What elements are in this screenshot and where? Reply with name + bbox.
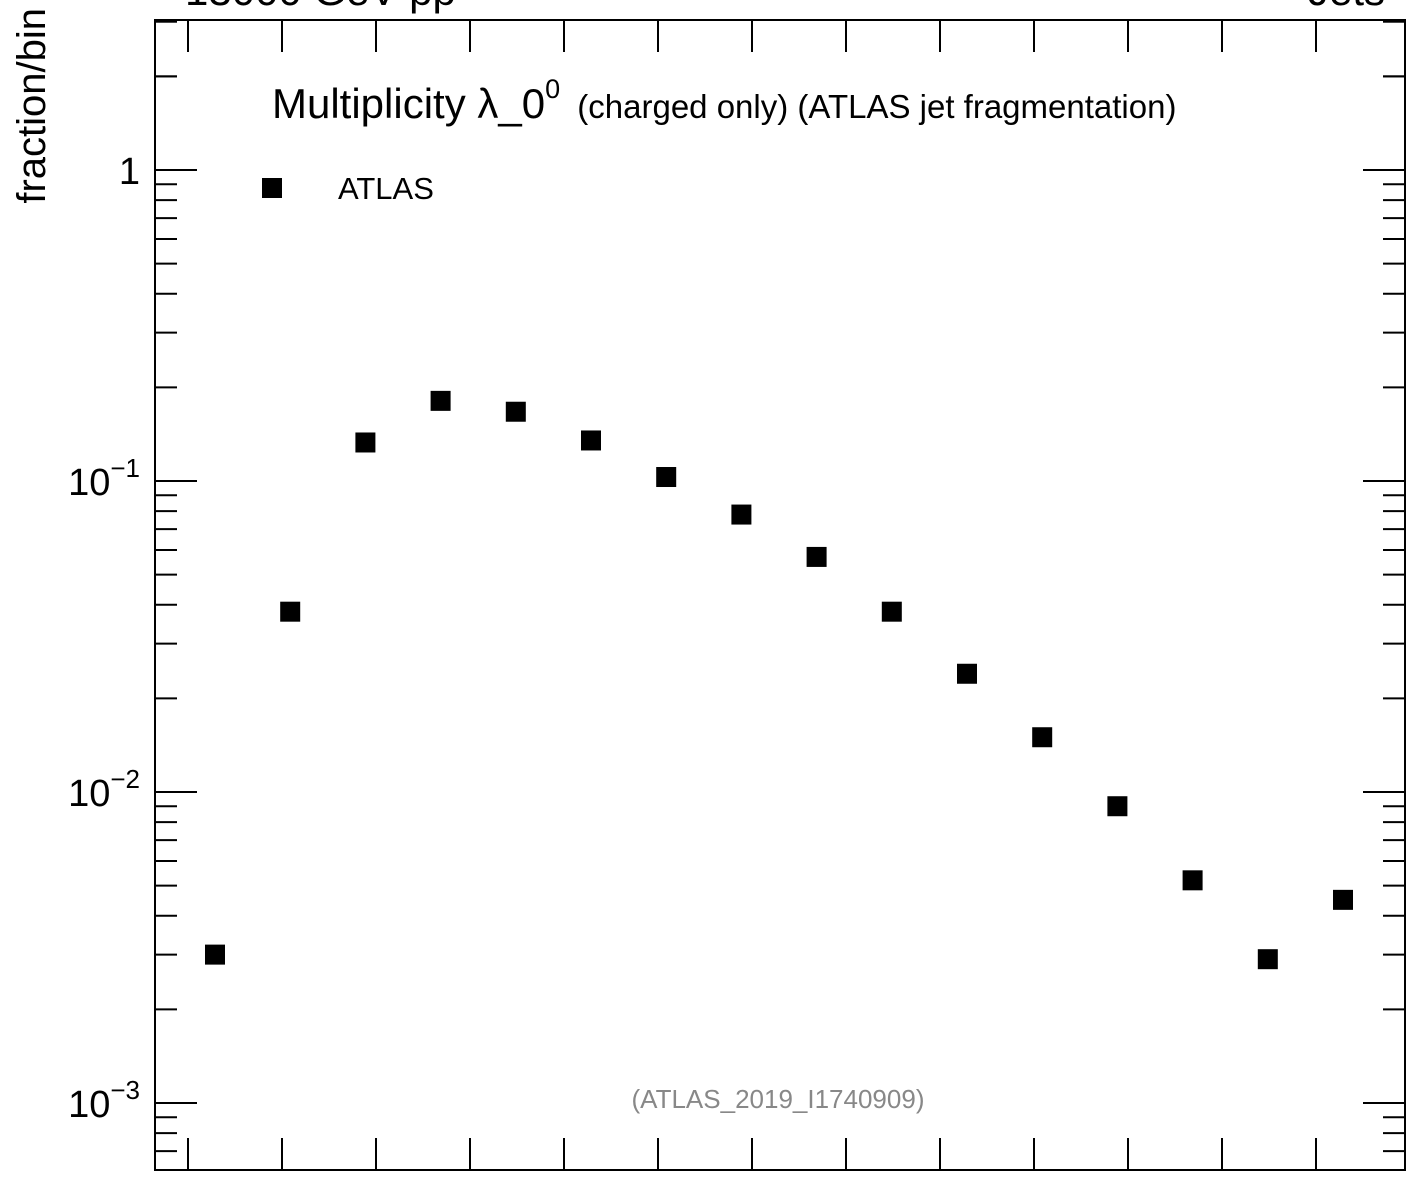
data-point (205, 944, 225, 965)
data-point (1333, 889, 1353, 910)
data-point (806, 546, 827, 567)
data-point (581, 430, 601, 451)
y-axis-tick-labels: 110−110−210−3 (68, 151, 140, 1126)
header-right-text: Jets (1308, 0, 1385, 14)
y-tick-label: 10−2 (68, 764, 140, 815)
plot-frame (154, 19, 1406, 1171)
data-point (656, 467, 677, 488)
y-tick-label-exponent: −2 (110, 764, 140, 794)
watermark: (ATLAS_2019_I1740909) (632, 1084, 925, 1114)
data-point (355, 432, 376, 453)
y-tick-label: 10−1 (68, 453, 140, 504)
y-axis-ticks (155, 20, 1405, 1153)
y-tick-label-base: 10 (68, 462, 110, 504)
legend-label-atlas: ATLAS (338, 171, 434, 206)
y-tick-label: 10−3 (68, 1075, 140, 1126)
chart-title-superscript: 0 (545, 74, 560, 104)
y-tick-label-base: 10 (68, 1084, 110, 1126)
data-point (1257, 949, 1278, 970)
data-point (1032, 727, 1053, 748)
y-tick-label-base: 1 (119, 151, 140, 193)
data-point (731, 504, 752, 525)
y-tick-label: 1 (119, 151, 140, 193)
chart-title: Multiplicity λ_00 (charged only) (ATLAS … (272, 74, 1176, 127)
chart-title-main: Multiplicity λ_0 (272, 80, 545, 127)
legend-marker (262, 178, 282, 198)
data-point (505, 401, 526, 422)
header-left-text: 13000 GeV pp (185, 0, 456, 14)
y-tick-label-base: 10 (68, 773, 110, 815)
y-tick-label-exponent: −1 (110, 453, 140, 483)
data-point (881, 601, 902, 622)
data-point (1182, 870, 1203, 891)
data-point (430, 390, 451, 411)
legend: ATLAS (262, 171, 434, 206)
data-point (280, 601, 301, 622)
x-axis-ticks (187, 20, 1317, 1170)
data-point (957, 663, 977, 684)
chart-title-suffix: (charged only) (ATLAS jet fragmentation) (568, 88, 1176, 125)
data-point (1107, 796, 1128, 817)
y-axis-label: fraction/bin (10, 8, 54, 204)
data-series-atlas (205, 390, 1353, 970)
y-tick-label-exponent: −3 (110, 1075, 140, 1105)
